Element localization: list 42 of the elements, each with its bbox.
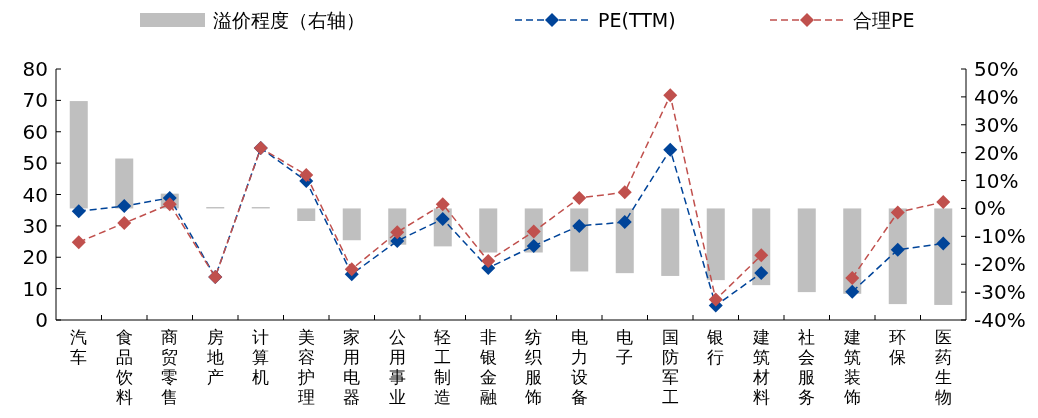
y2-tick-label: -20%	[974, 252, 1026, 277]
y2-tick-label: 40%	[974, 84, 1019, 109]
x-tick-label: 社会服务	[798, 327, 816, 407]
x-tick-label: 纺织服饰	[524, 327, 543, 407]
legend-label: 溢价程度（右轴）	[213, 9, 365, 31]
x-tick-label: 电子	[616, 327, 634, 367]
legend-label: PE(TTM)	[598, 9, 676, 31]
y-tick-label: 20	[22, 245, 48, 270]
y2-tick-label: 30%	[974, 112, 1019, 137]
x-tick-label: 环保	[889, 327, 907, 367]
x-tick-label: 非银金融	[478, 327, 497, 407]
x-tick-label: 汽车	[70, 327, 88, 367]
legend-label: 合理PE	[853, 9, 915, 31]
x-tick-label: 轻工制造	[434, 327, 452, 407]
x-tick-label: 国防军工	[661, 327, 679, 407]
y-tick-label: 50	[22, 151, 48, 176]
x-tick-label: 建筑材料	[751, 327, 770, 407]
x-tick-label: 计算机	[252, 327, 270, 387]
x-tick-label: 建筑装饰	[842, 327, 861, 407]
y2-tick-label: 50%	[974, 57, 1019, 81]
y-tick-label: 70	[22, 88, 48, 113]
y2-tick-label: 0%	[974, 196, 1006, 221]
y2-tick-label: -40%	[974, 308, 1026, 332]
x-tick-label: 医药生物	[934, 327, 952, 407]
x-tick-label: 食品饮料	[114, 327, 133, 407]
y-tick-label: 40	[22, 182, 48, 207]
y-tick-label: 80	[22, 57, 48, 81]
y2-tick-label: 20%	[974, 140, 1019, 165]
y-tick-label: 30	[22, 213, 48, 238]
x-tick-label: 美容护理	[296, 327, 315, 407]
x-tick-label: 公用事业	[388, 327, 406, 407]
y-tick-label: 0	[35, 308, 48, 332]
y2-tick-label: -10%	[974, 224, 1026, 249]
x-tick-label: 商贸零售	[161, 327, 179, 407]
y-tick-label: 10	[22, 276, 48, 301]
y2-tick-label: -30%	[974, 280, 1026, 305]
x-tick-label: 银行	[706, 327, 725, 367]
y2-tick-label: 10%	[974, 168, 1019, 193]
x-tick-label: 家用电器	[343, 327, 361, 407]
x-tick-label: 电力设备	[570, 327, 588, 407]
y-tick-label: 60	[22, 119, 48, 144]
x-tick-label: 房地产	[205, 327, 224, 387]
